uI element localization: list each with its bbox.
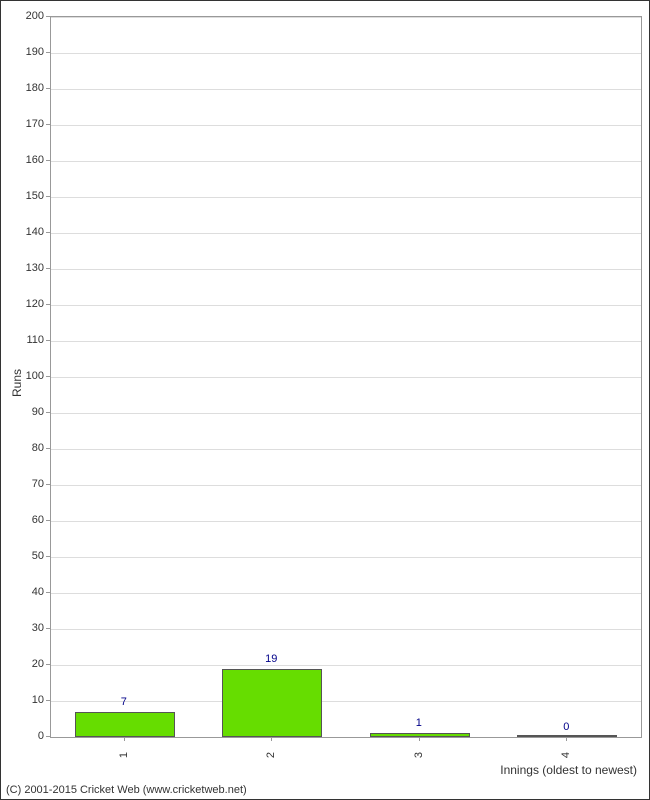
y-tick-mark xyxy=(46,88,50,89)
gridline xyxy=(51,557,641,558)
y-tick-mark xyxy=(46,196,50,197)
y-tick-mark xyxy=(46,520,50,521)
y-tick-label: 50 xyxy=(9,550,44,562)
gridline xyxy=(51,701,641,702)
y-tick-mark xyxy=(46,376,50,377)
gridline xyxy=(51,341,641,342)
y-tick-mark xyxy=(46,340,50,341)
y-tick-mark xyxy=(46,124,50,125)
chart-plot-area xyxy=(50,16,642,738)
gridline xyxy=(51,629,641,630)
y-tick-label: 0 xyxy=(9,730,44,742)
bar-value-label: 0 xyxy=(563,721,569,733)
chart-container: Runs Innings (oldest to newest) (C) 2001… xyxy=(0,0,650,800)
y-tick-mark xyxy=(46,16,50,17)
gridline xyxy=(51,89,641,90)
y-tick-label: 200 xyxy=(9,10,44,22)
y-tick-label: 60 xyxy=(9,514,44,526)
x-tick-label: 4 xyxy=(560,752,572,758)
y-tick-label: 110 xyxy=(9,334,44,346)
bar xyxy=(222,669,322,737)
y-tick-mark xyxy=(46,700,50,701)
y-tick-mark xyxy=(46,448,50,449)
y-tick-label: 130 xyxy=(9,262,44,274)
gridline xyxy=(51,305,641,306)
x-tick-mark xyxy=(271,737,272,741)
gridline xyxy=(51,449,641,450)
y-tick-label: 160 xyxy=(9,154,44,166)
y-tick-label: 70 xyxy=(9,478,44,490)
gridline xyxy=(51,197,641,198)
y-tick-label: 190 xyxy=(9,46,44,58)
gridline xyxy=(51,521,641,522)
bar-value-label: 7 xyxy=(121,696,127,708)
y-tick-label: 80 xyxy=(9,442,44,454)
gridline xyxy=(51,125,641,126)
gridline xyxy=(51,53,641,54)
y-tick-label: 120 xyxy=(9,298,44,310)
y-tick-mark xyxy=(46,628,50,629)
y-tick-mark xyxy=(46,556,50,557)
y-tick-mark xyxy=(46,664,50,665)
bar xyxy=(75,712,175,737)
y-tick-mark xyxy=(46,304,50,305)
gridline xyxy=(51,17,641,18)
x-tick-mark xyxy=(566,737,567,741)
y-tick-label: 180 xyxy=(9,82,44,94)
x-tick-label: 1 xyxy=(118,752,130,758)
y-tick-label: 10 xyxy=(9,694,44,706)
y-tick-label: 150 xyxy=(9,190,44,202)
bar-value-label: 1 xyxy=(416,717,422,729)
gridline xyxy=(51,269,641,270)
y-tick-mark xyxy=(46,52,50,53)
x-tick-label: 2 xyxy=(265,752,277,758)
y-tick-mark xyxy=(46,736,50,737)
y-tick-mark xyxy=(46,268,50,269)
x-axis-label: Innings (oldest to newest) xyxy=(500,763,637,777)
y-tick-mark xyxy=(46,484,50,485)
y-tick-label: 20 xyxy=(9,658,44,670)
gridline xyxy=(51,485,641,486)
y-tick-mark xyxy=(46,232,50,233)
y-tick-mark xyxy=(46,412,50,413)
gridline xyxy=(51,593,641,594)
y-tick-mark xyxy=(46,160,50,161)
gridline xyxy=(51,377,641,378)
copyright-text: (C) 2001-2015 Cricket Web (www.cricketwe… xyxy=(6,784,247,796)
y-tick-label: 90 xyxy=(9,406,44,418)
x-tick-mark xyxy=(124,737,125,741)
gridline xyxy=(51,413,641,414)
y-tick-label: 40 xyxy=(9,586,44,598)
bar-value-label: 19 xyxy=(265,653,277,665)
gridline xyxy=(51,161,641,162)
y-tick-label: 170 xyxy=(9,118,44,130)
y-tick-label: 140 xyxy=(9,226,44,238)
y-tick-label: 100 xyxy=(9,370,44,382)
x-tick-label: 3 xyxy=(413,752,425,758)
y-tick-mark xyxy=(46,592,50,593)
x-tick-mark xyxy=(419,737,420,741)
gridline xyxy=(51,665,641,666)
gridline xyxy=(51,233,641,234)
y-tick-label: 30 xyxy=(9,622,44,634)
